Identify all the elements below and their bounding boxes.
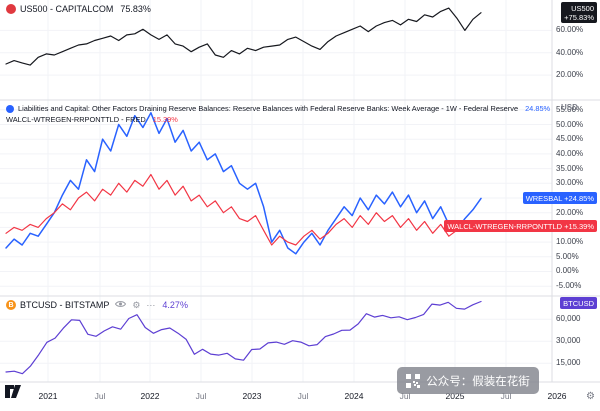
time-tick-label: Jul	[94, 391, 106, 401]
legend-btcusd[interactable]: B BTCUSD - BITSTAMP ⚙ ⋯ 4.27%	[6, 300, 188, 310]
series-settings-gear-icon[interactable]: ⚙	[132, 299, 141, 310]
legend-walcl-change: 15.39%	[152, 115, 178, 124]
time-tick-label: Jul	[297, 391, 309, 401]
legend-wresbal-title: Liabilities and Capital: Other Factors D…	[18, 104, 519, 113]
price-tick-label: 40.00%	[556, 148, 584, 158]
time-tick-label: Jul	[399, 391, 411, 401]
legend-wresbal-change: 24.85%	[525, 104, 551, 113]
settings-gear-icon[interactable]: ⚙	[586, 391, 595, 402]
price-tick-label: 30.00%	[556, 178, 584, 188]
legend-wresbal[interactable]: Liabilities and Capital: Other Factors D…	[6, 104, 550, 113]
time-tick-label: 2022	[140, 391, 160, 401]
price-tick-label: 35.00%	[556, 163, 584, 173]
price-tick-label: 5.00%	[556, 251, 579, 261]
price-tick-label: 45.00%	[556, 134, 584, 144]
axis-currency-label: USD	[561, 103, 578, 112]
legend-walcl[interactable]: WALCL-WTREGEN-RRPONTTLD - FRED 15.39%	[6, 115, 178, 124]
price-tick-label: 0.00%	[556, 266, 579, 276]
legend-us500[interactable]: US500 - CAPITALCOM 75.83%	[6, 4, 151, 14]
qr-code-icon	[406, 373, 421, 388]
price-tick-label: 40.00%	[556, 47, 584, 57]
price-badge-wresbal: WRESBAL +24.85%	[522, 192, 597, 205]
tradingview-logo[interactable]	[5, 384, 21, 398]
price-badge-btcusd: BTCUSD	[560, 297, 597, 309]
visibility-eye-icon[interactable]	[115, 300, 127, 310]
price-tick-label: 60,000	[556, 314, 581, 324]
time-tick-label: Jul	[500, 391, 512, 401]
time-tick-label: Jul	[195, 391, 207, 401]
price-tick-label: 20.00%	[556, 207, 584, 217]
legend-btcusd-title: BTCUSD - BITSTAMP	[20, 300, 110, 310]
price-tick-label: 30,000	[556, 336, 581, 346]
time-tick-label: 2021	[38, 391, 58, 401]
more-options-icon[interactable]: ⋯	[146, 299, 156, 310]
time-tick-label: 2023	[242, 391, 262, 401]
price-tick-label: 20.00%	[556, 70, 584, 80]
price-tick-label: 10.00%	[556, 237, 584, 247]
price-badge-walcl-wtregen-rrponttld: WALCL-WTREGEN-RRPONTTLD +15.39%	[444, 220, 597, 233]
watermark-text: 公众号：假装在花街	[426, 375, 530, 388]
fred-series-icon	[6, 104, 14, 113]
legend-walcl-title: WALCL-WTREGEN-RRPONTTLD - FRED	[6, 115, 146, 124]
legend-us500-change: 75.83%	[120, 4, 151, 14]
btc-logo-icon: B	[6, 300, 16, 310]
price-tick-label: 50.00%	[556, 119, 584, 129]
price-badge-us500: US500 +75.83%	[561, 2, 597, 24]
price-tick-label: 55.00%	[556, 104, 584, 114]
time-tick-label: 2025	[445, 391, 465, 401]
time-tick-label: 2026	[547, 391, 567, 401]
legend-btcusd-change: 4.27%	[162, 300, 188, 310]
price-tick-label: -5.00%	[556, 281, 582, 291]
us500-logo-icon	[6, 4, 16, 14]
price-tick-label: 15,000	[556, 358, 581, 368]
price-tick-label: 60.00%	[556, 25, 584, 35]
wechat-watermark: 公众号：假装在花街	[397, 367, 539, 394]
legend-us500-title: US500 - CAPITALCOM	[20, 4, 114, 14]
time-tick-label: 2024	[344, 391, 364, 401]
